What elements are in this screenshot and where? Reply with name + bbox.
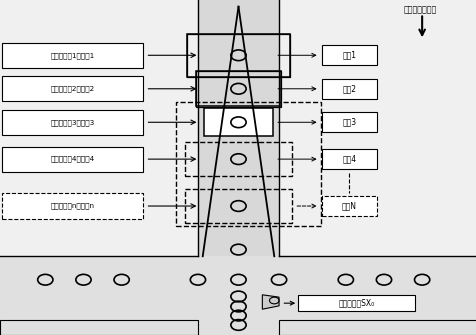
Text: 对应预置位1的画面1: 对应预置位1的画面1: [50, 52, 95, 59]
Bar: [2, 147, 143, 172]
Bar: [204, 108, 272, 136]
Polygon shape: [262, 295, 278, 309]
Text: 对应预置位2的画面2: 对应预置位2的画面2: [50, 85, 95, 92]
Bar: [198, 0, 278, 256]
Bar: [2, 193, 143, 218]
Text: 对应预置位n的画面n: 对应预置位n的画面n: [50, 203, 95, 209]
Text: 位置2: 位置2: [342, 84, 356, 93]
Text: 位置1: 位置1: [342, 51, 356, 60]
Text: 位置4: 位置4: [342, 155, 356, 163]
Text: 对应预置位3的画面3: 对应预置位3的画面3: [50, 119, 95, 126]
Bar: [278, 320, 476, 335]
Text: 摄像头位置SX₀: 摄像头位置SX₀: [338, 299, 374, 308]
Bar: [321, 196, 376, 216]
Bar: [321, 112, 376, 132]
Bar: [0, 320, 198, 335]
Text: 位置3: 位置3: [342, 118, 356, 127]
Bar: [0, 256, 476, 335]
Bar: [321, 149, 376, 169]
Bar: [321, 45, 376, 65]
Text: 前导车行进方向: 前导车行进方向: [402, 5, 436, 14]
Bar: [2, 110, 143, 135]
Bar: [185, 189, 291, 223]
Bar: [2, 76, 143, 101]
Bar: [187, 34, 289, 77]
Bar: [2, 43, 143, 68]
Bar: [185, 142, 291, 176]
Bar: [321, 79, 376, 99]
Bar: [175, 102, 320, 226]
Bar: [195, 71, 281, 107]
Text: 对应预置位4的画面4: 对应预置位4的画面4: [50, 156, 95, 162]
Bar: [195, 71, 281, 107]
Bar: [298, 295, 414, 311]
Bar: [187, 34, 289, 77]
Text: 位置N: 位置N: [341, 202, 356, 210]
